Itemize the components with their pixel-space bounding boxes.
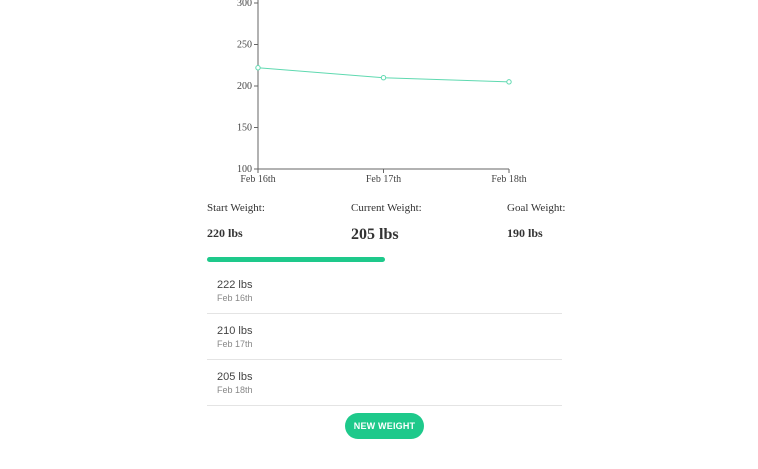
x-tick-label: Feb 18th	[491, 174, 526, 185]
y-tick-label: 300	[237, 0, 252, 9]
weight-progress-fill	[207, 257, 385, 262]
current-weight-value: 205 lbs	[351, 226, 399, 243]
data-point	[380, 75, 387, 81]
weight-chart: 100 150 200 250 300 Feb 16th Feb 17th Feb 18th	[237, 0, 527, 185]
start-weight-value: 220 lbs	[207, 226, 243, 240]
weight-progress-bar	[207, 257, 562, 262]
data-point	[506, 79, 512, 85]
x-tick-label: Feb 17th	[366, 174, 401, 185]
new-weight-button[interactable]: NEW WEIGHT	[345, 413, 424, 439]
y-tick-label: 200	[237, 81, 252, 92]
goal-weight-label: Goal Weight:	[507, 202, 566, 214]
list-item[interactable]: 205 lbs Feb 18th	[207, 360, 562, 406]
data-point	[255, 65, 261, 71]
entry-weight: 205 lbs	[217, 371, 253, 383]
current-weight-label: Current Weight:	[351, 202, 422, 214]
entry-weight: 222 lbs	[217, 279, 253, 291]
x-tick-label: Feb 16th	[240, 174, 275, 185]
weight-entry-list: 222 lbs Feb 16th 210 lbs Feb 17th 205 lb…	[207, 268, 562, 406]
y-tick-label: 150	[237, 123, 252, 134]
entry-date: Feb 18th	[217, 385, 253, 395]
list-item[interactable]: 210 lbs Feb 17th	[207, 314, 562, 360]
y-tick-label: 250	[237, 40, 252, 51]
start-weight-label: Start Weight:	[207, 202, 265, 214]
list-item[interactable]: 222 lbs Feb 16th	[207, 268, 562, 314]
entry-date: Feb 16th	[217, 293, 253, 303]
goal-weight-value: 190 lbs	[507, 226, 543, 240]
entry-weight: 210 lbs	[217, 325, 253, 337]
y-tick-label: 100	[237, 164, 252, 175]
entry-date: Feb 17th	[217, 339, 253, 349]
